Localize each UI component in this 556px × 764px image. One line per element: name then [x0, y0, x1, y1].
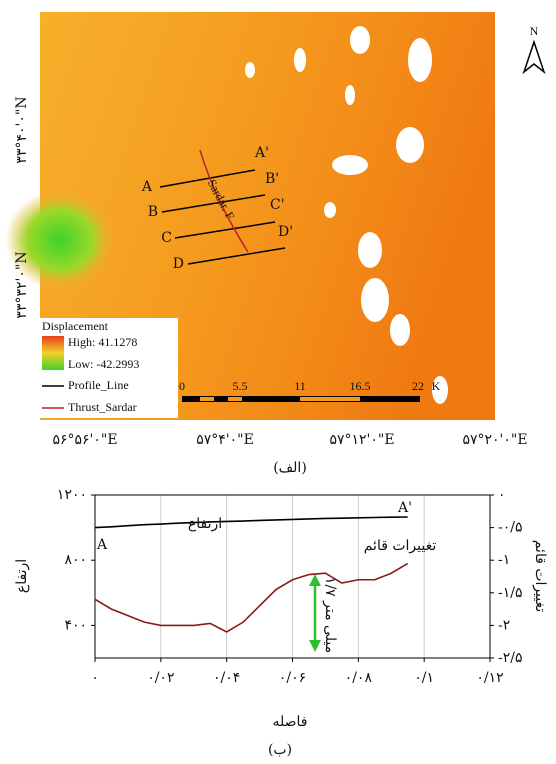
y2-tick-label: -۰/۵ [498, 520, 523, 536]
longitude-label: ۵۶°۵۶'۰"E [52, 432, 117, 448]
chart-caption: (ب) [268, 742, 292, 758]
thrust-fault [199, 149, 249, 253]
x-tick-label: ۰/۰۲ [147, 670, 174, 686]
arrow-label: ۱/۷ میلی متر [322, 577, 338, 653]
scale-label: 22 [412, 379, 424, 393]
y2-tick-label: -۱/۵ [498, 585, 523, 601]
profile-label: C [161, 230, 172, 246]
x-tick-label: ۰/۰۶ [279, 670, 306, 686]
y2-axis-title: تغییرات قائم [532, 540, 548, 613]
scale-label: 0 [179, 379, 185, 393]
y-tick-label: ۸۰۰ [64, 552, 87, 568]
x-tick-label: ۰/۰۸ [345, 670, 373, 686]
map: A A' B B' C C' D D' Sardar. F N 0 5.5 11… [5, 12, 546, 476]
scale-label: K [432, 379, 441, 393]
plot-frame [94, 494, 491, 659]
legend-thrust: Thrust_Sardar [68, 400, 137, 414]
series-label: ارتفاع [188, 516, 222, 532]
x-tick-label: ۰/۱ [414, 670, 434, 686]
y2-tick-label: -۲/۵ [498, 650, 523, 666]
profile-label: A [141, 179, 153, 195]
x-tick-label: ۰/۱۲ [476, 670, 503, 686]
series-label: تغییرات قائم [364, 538, 437, 554]
series-line [94, 562, 409, 633]
north-label: N [530, 24, 539, 38]
profile-label: B [148, 204, 158, 220]
profile-label: D [173, 256, 184, 272]
vertical-arrow [309, 574, 321, 652]
x-tick-label: ۰/۰۴ [213, 670, 240, 686]
start-label: A [96, 537, 108, 553]
high-patches [245, 26, 448, 404]
map-caption: (الف) [273, 460, 307, 476]
latitude-label: ۳۳°۴۰'۰"N [14, 96, 30, 163]
y-axis-title: ارتفاع [14, 559, 30, 593]
y2-tick-label: -۱ [498, 552, 510, 568]
x-axis-title: فاصله [273, 714, 308, 730]
x-tick-label: ۰ [91, 670, 99, 686]
y-tick-label: ۱۲۰۰ [57, 487, 87, 503]
longitude-label: ۵۷°۲۰'۰"E [462, 432, 527, 448]
map-legend: Displacement High: 41.1278 Low: -42.2993… [40, 318, 178, 418]
north-arrow [522, 39, 546, 75]
low-zone [5, 190, 115, 290]
longitude-label: ۵۷°۴'۰"E [196, 432, 254, 448]
profile-label: D' [278, 224, 293, 240]
end-label: A' [397, 500, 412, 516]
longitude-label: ۵۷°۱۲'۰"E [329, 432, 394, 448]
y-tick-label: ۴۰۰ [64, 617, 87, 633]
profile-label: C' [270, 197, 285, 213]
legend-low: Low: -42.2993 [68, 357, 139, 371]
scale-label: 11 [294, 379, 306, 393]
y2-tick-label: ۰ [498, 487, 506, 503]
series-line [94, 516, 408, 529]
latitude-label: ۳۳°۳۲'۰"N [14, 251, 30, 318]
profile-label: B' [265, 171, 279, 187]
profile-label: A' [254, 145, 269, 161]
profile-lines [159, 169, 286, 265]
scale-label: 5.5 [233, 379, 248, 393]
scale-bar: 0 5.5 11 16.5 22 K [179, 379, 441, 402]
scale-label: 16.5 [350, 379, 371, 393]
legend-profile: Profile_Line [68, 378, 129, 392]
y2-tick-label: -۲ [498, 617, 510, 633]
legend-title: Displacement [42, 319, 109, 333]
legend-high: High: 41.1278 [68, 335, 137, 349]
